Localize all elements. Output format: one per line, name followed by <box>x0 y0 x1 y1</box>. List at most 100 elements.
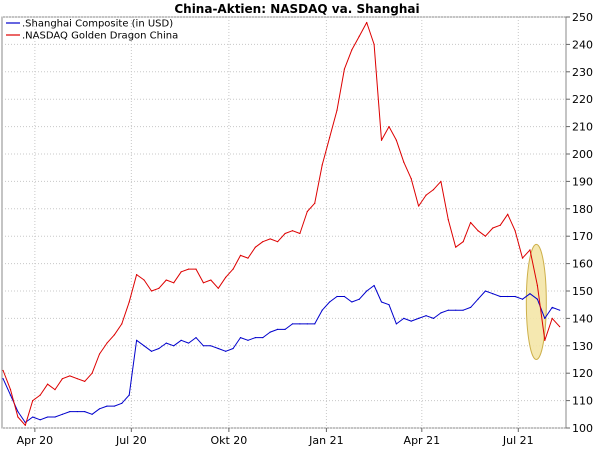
legend-label: .Shanghai Composite (in USD) <box>22 19 173 30</box>
highlight-ellipse <box>525 243 547 360</box>
data-point <box>277 328 279 330</box>
data-point <box>113 334 115 336</box>
data-point <box>299 323 301 325</box>
data-point <box>507 295 509 298</box>
data-point <box>165 342 167 344</box>
data-point <box>521 257 524 259</box>
data-point <box>358 35 360 37</box>
y-tick-label: 180 <box>572 203 593 216</box>
data-point <box>544 339 546 341</box>
data-point <box>544 317 546 319</box>
data-point <box>299 232 301 235</box>
data-point <box>469 221 472 224</box>
data-point <box>492 227 494 229</box>
data-point <box>136 273 138 276</box>
legend: .Shanghai Composite (in USD).NASDAQ Gold… <box>6 19 178 42</box>
data-point <box>418 317 420 319</box>
x-tick-label: Jul 20 <box>115 434 147 447</box>
data-point <box>336 295 338 298</box>
data-point <box>17 410 19 413</box>
data-point <box>314 202 316 204</box>
data-point <box>69 410 71 413</box>
data-point <box>321 164 323 166</box>
plot-frame <box>1 16 567 429</box>
x-tick-label: Jul 21 <box>502 434 534 447</box>
y-tick-label: 170 <box>572 230 593 243</box>
data-point <box>440 312 442 314</box>
data-point <box>76 378 78 380</box>
data-point <box>403 161 405 163</box>
data-point <box>98 353 101 355</box>
data-point <box>514 230 516 232</box>
data-point <box>113 405 115 407</box>
data-point <box>158 287 160 289</box>
data-point <box>529 249 531 251</box>
data-point <box>536 298 538 300</box>
data-point <box>247 257 249 259</box>
data-point <box>158 347 160 350</box>
data-point <box>447 309 449 311</box>
x-tick-label: Jan 21 <box>308 434 343 447</box>
data-point <box>507 213 509 215</box>
y-tick-label: 140 <box>572 312 593 325</box>
data-point <box>380 139 383 141</box>
data-point <box>306 210 308 213</box>
data-point <box>202 345 205 347</box>
legend-label: .NASDAQ Golden Dragon China <box>22 31 178 42</box>
data-point <box>180 271 182 273</box>
data-point <box>91 413 93 415</box>
data-point <box>262 241 264 243</box>
data-point <box>388 126 390 128</box>
data-point <box>232 268 234 270</box>
data-point <box>187 342 190 344</box>
data-point <box>499 295 501 298</box>
data-point <box>462 241 464 243</box>
data-point <box>202 282 205 284</box>
y-tick-label: 130 <box>572 340 593 353</box>
data-point <box>284 232 286 235</box>
annotation-layer <box>525 243 547 360</box>
data-point <box>551 317 553 319</box>
data-point <box>210 279 212 281</box>
series-shanghai-composite <box>2 284 561 424</box>
data-point <box>291 230 294 232</box>
x-tick-label: Okt 20 <box>210 434 247 447</box>
data-point <box>328 136 331 139</box>
data-point <box>54 416 56 418</box>
y-tick-label: 250 <box>572 11 593 24</box>
data-point <box>143 279 145 281</box>
data-point <box>351 301 353 303</box>
data-point <box>262 336 264 339</box>
data-point <box>195 268 197 270</box>
data-point <box>425 194 427 196</box>
data-point <box>336 109 338 111</box>
y-tick-label: 240 <box>572 38 593 51</box>
data-point <box>432 189 435 191</box>
data-point <box>106 405 108 407</box>
x-tick-label: Apr 21 <box>404 434 441 447</box>
data-point <box>440 180 442 182</box>
data-point <box>254 246 256 248</box>
data-point <box>462 309 464 311</box>
y-tick-label: 190 <box>572 175 593 188</box>
data-point <box>455 246 457 248</box>
data-point <box>46 383 49 385</box>
data-point <box>380 301 383 303</box>
data-point <box>521 298 524 300</box>
data-point <box>314 323 316 325</box>
data-point <box>32 400 34 402</box>
data-point <box>98 408 101 410</box>
data-point <box>17 416 19 418</box>
data-point <box>343 295 346 298</box>
data-point <box>328 301 331 303</box>
data-point <box>143 345 145 347</box>
data-point <box>277 241 279 243</box>
data-point <box>39 394 41 396</box>
data-point <box>180 339 182 341</box>
data-point <box>187 268 190 270</box>
data-point <box>61 378 64 380</box>
data-point <box>366 290 368 292</box>
data-point <box>514 295 516 298</box>
data-point <box>165 279 167 281</box>
data-point <box>9 389 12 391</box>
